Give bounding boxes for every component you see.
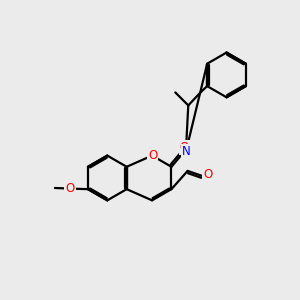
Text: O: O [180,141,189,154]
Text: O: O [148,148,157,161]
Text: N: N [182,145,190,158]
Text: O: O [203,168,212,181]
Text: O: O [65,182,75,195]
